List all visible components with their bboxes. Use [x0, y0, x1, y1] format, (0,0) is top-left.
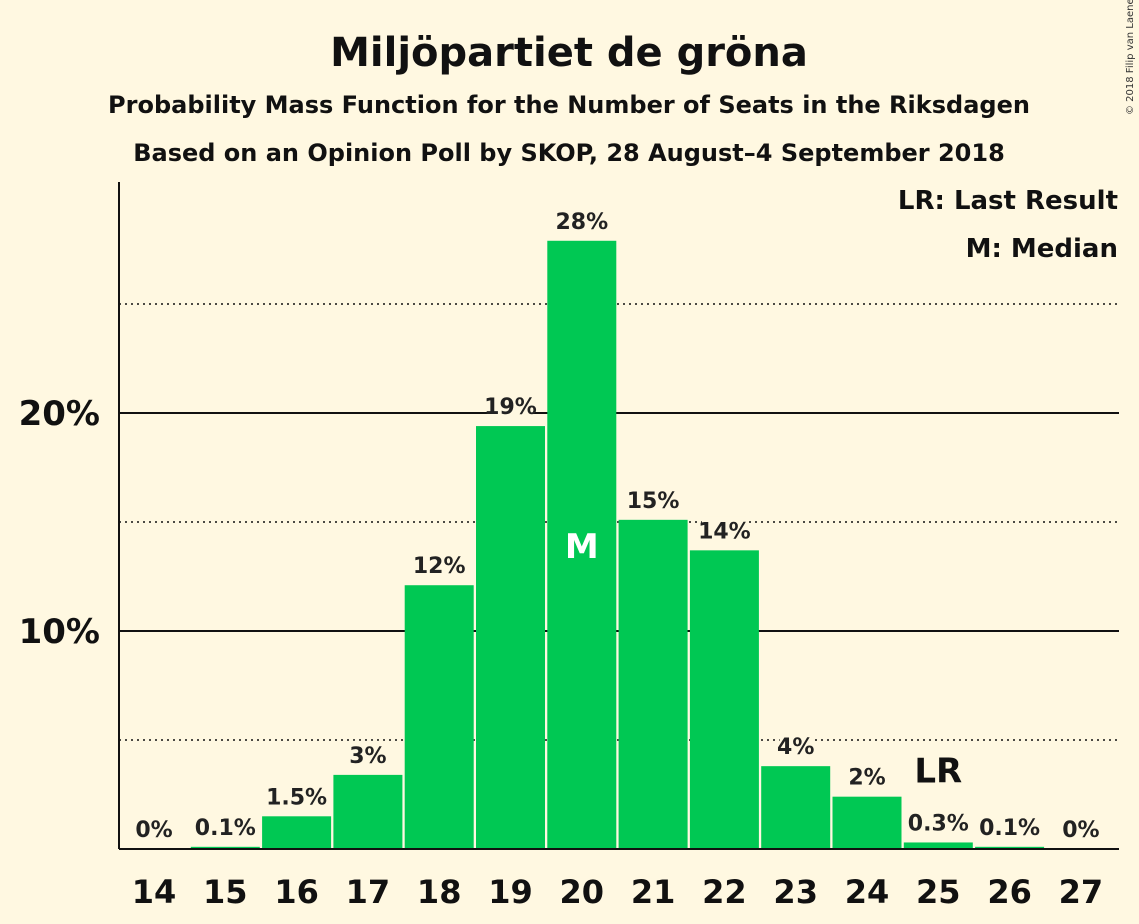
x-tick-label: 17: [346, 873, 391, 911]
bar-label-background: [138, 815, 170, 843]
bar-value-label: 0.3%: [908, 811, 969, 836]
bar-value-label: 0%: [135, 818, 172, 843]
x-tick-label: 21: [631, 873, 676, 911]
last-result-marker: LR: [914, 751, 962, 791]
chart-subtitle-2: Based on an Opinion Poll by SKOP, 28 Aug…: [133, 139, 1005, 167]
bar-label-background: [909, 808, 968, 837]
bar-label-background: [701, 516, 747, 545]
bar-value-label: 3%: [349, 744, 386, 769]
y-tick-label: 10%: [19, 612, 100, 652]
bar: [404, 585, 474, 849]
bar: [903, 842, 973, 849]
bar-value-labels: 0% 0.1% 1.5% 3% 12% 19% 28% 15% 14% 4% 2% 0.3% 0.1% 0…: [135, 206, 1100, 843]
x-tick-label: 26: [987, 873, 1032, 911]
bar: [547, 240, 617, 849]
bar-value-label: 14%: [698, 519, 751, 544]
bar-value-label: 19%: [484, 395, 537, 420]
bar-label-background: [559, 206, 605, 235]
x-tick-label: 23: [773, 873, 818, 911]
bar: [476, 426, 545, 849]
markers: M LR: [565, 527, 962, 791]
bar-value-label: 15%: [627, 489, 680, 514]
bar: [618, 519, 688, 849]
bar: [975, 846, 1045, 849]
bar: [761, 766, 831, 849]
bar-label-background: [488, 392, 533, 421]
bar-label-background: [980, 812, 1039, 841]
bar-value-label: 0%: [1062, 818, 1099, 843]
bar-value-label: 12%: [413, 554, 466, 579]
bar-value-label: 2%: [848, 766, 885, 791]
x-tick-label: 25: [916, 873, 961, 911]
x-tick-label: 22: [702, 873, 747, 911]
median-marker: M: [565, 527, 599, 567]
x-tick-label: 27: [1059, 873, 1104, 911]
x-tick-label: 18: [417, 873, 462, 911]
bar-value-label: 0.1%: [979, 816, 1040, 841]
copyright-text: © 2018 Filip van Laenen: [1125, 0, 1136, 115]
legend-median: M: Median: [966, 234, 1118, 264]
bar-value-label: 0.1%: [195, 816, 256, 841]
bar-label-background: [1064, 815, 1097, 843]
x-axis-ticks: 14 15 16 17 18 19 20 21 22 23 24 25 26 27: [132, 873, 1103, 911]
bar-value-label: 4%: [777, 735, 814, 760]
bars: [190, 240, 1045, 849]
bar-label-background: [416, 551, 462, 580]
x-tick-label: 24: [845, 873, 890, 911]
x-tick-label: 16: [274, 873, 319, 911]
legend-last-result: LR: Last Result: [898, 186, 1118, 216]
bar-label-background: [196, 812, 255, 841]
x-tick-label: 14: [132, 873, 177, 911]
bar-value-label: 1.5%: [266, 785, 327, 810]
bar: [689, 550, 759, 849]
bar: [190, 846, 260, 849]
y-axis-ticks: 10% 20%: [19, 394, 100, 652]
bar-value-label: 28%: [555, 210, 608, 235]
chart-subtitle-1: Probability Mass Function for the Number…: [108, 91, 1030, 119]
bar: [333, 774, 403, 849]
y-tick-label: 20%: [19, 394, 100, 434]
bar: [832, 796, 902, 849]
bar: [262, 816, 332, 849]
bar-label-background: [267, 782, 326, 811]
bar-label-background: [351, 740, 384, 769]
bar-label-background: [779, 732, 812, 761]
chart-title: Miljöpartiet de gröna: [330, 30, 808, 76]
x-tick-label: 15: [203, 873, 248, 911]
x-tick-label: 19: [488, 873, 533, 911]
x-tick-label: 20: [560, 873, 605, 911]
bar-label-background: [851, 762, 883, 791]
bar-label-background: [630, 485, 676, 514]
